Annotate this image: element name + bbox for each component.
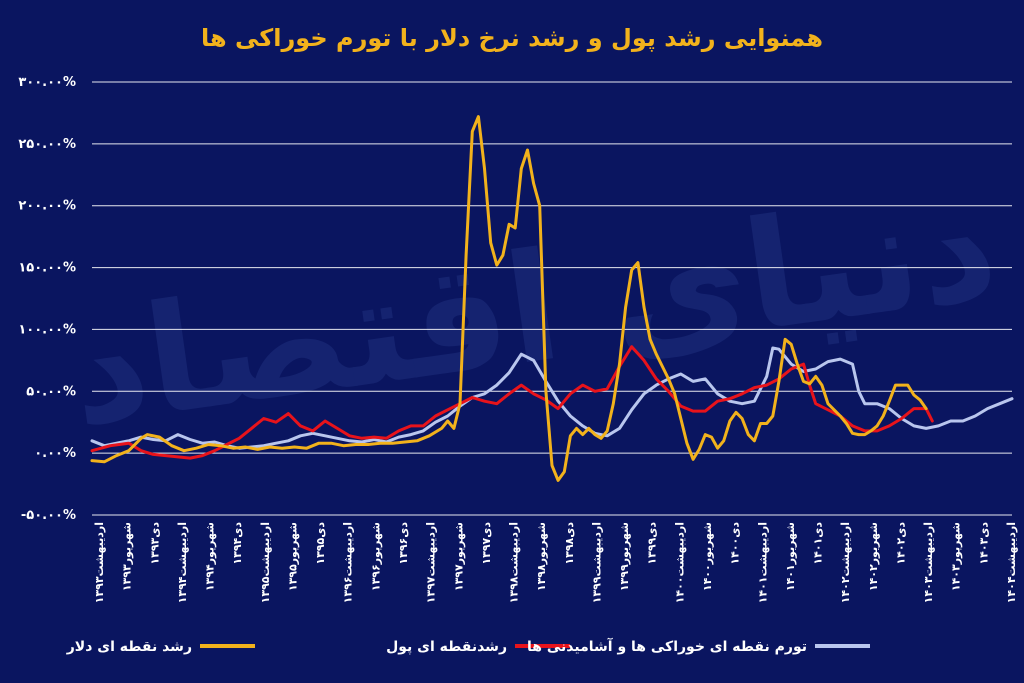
x-tick-label: اردیبهشت۱۳۹۶ — [342, 522, 355, 603]
y-tick-label: ۵۰.۰۰% — [26, 384, 76, 399]
x-tick-label: دی۱۳۹۴ — [231, 522, 244, 565]
legend-label: تورم نقطه ای خوراکی ها و آشامیدنی ها — [527, 637, 807, 655]
y-tick-label: ۱۵۰.۰۰% — [18, 261, 76, 276]
x-tick-label: شهریور۱۴۰۰ — [701, 522, 714, 591]
x-tick-label: شهریور۱۳۹۷ — [452, 522, 465, 591]
x-tick-label: اردیبهشت۱۴۰۲ — [839, 522, 852, 603]
x-tick-label: دی۱۴۰۱ — [812, 522, 825, 565]
x-tick-label: شهریور۱۳۹۳ — [121, 522, 134, 591]
y-axis-ticks: ۳۰۰.۰۰% ۲۵۰.۰۰% ۲۰۰.۰۰% ۱۵۰.۰۰% ۱۰۰.۰۰% ۵۰.۰۰… — [18, 75, 76, 523]
x-tick-label: اردیبهشت۱۳۹۳ — [93, 522, 106, 603]
x-tick-label: شهریور۱۳۹۹ — [618, 522, 631, 591]
x-tick-label: دی۱۳۹۸ — [563, 522, 576, 565]
x-tick-label: شهریور۱۴۰۱ — [784, 522, 797, 591]
x-tick-label: اردیبهشت۱۳۹۸ — [508, 522, 521, 603]
x-tick-label: شهریور۱۳۹۴ — [204, 522, 217, 591]
x-axis-ticks: اردیبهشت۱۳۹۳ شهریور۱۳۹۳ دی۱۳۹۳ اردیبهشت۱۳۹۴… — [93, 522, 1018, 604]
y-tick-label: ۰.۰۰% — [34, 446, 76, 461]
x-tick-label: شهریور۱۳۹۸ — [535, 522, 548, 591]
x-tick-label: دی۱۴۰۲ — [894, 522, 907, 565]
x-tick-label: اردیبهشت۱۴۰۰ — [673, 522, 686, 603]
x-tick-label: دی۱۳۹۹ — [646, 522, 659, 565]
x-tick-label: اردیبهشت۱۳۹۹ — [590, 522, 603, 603]
y-tick-label: ۱۰۰.۰۰% — [18, 322, 76, 337]
x-tick-label: اردیبهشت۱۴۰۱ — [756, 522, 769, 603]
x-tick-label: شهریور۱۴۰۲ — [867, 522, 880, 591]
series-line — [90, 345, 934, 460]
x-tick-label: اردیبهشت۱۳۹۵ — [259, 522, 272, 603]
x-tick-label: اردیبهشت۱۴۰۴ — [1005, 522, 1018, 603]
y-tick-label: -۵۰.۰۰% — [21, 508, 76, 523]
x-tick-label: شهریور۱۳۹۵ — [286, 522, 299, 591]
x-tick-label: دی۱۳۹۵ — [314, 522, 327, 565]
x-tick-label: شهریور۱۴۰۳ — [950, 522, 963, 591]
y-tick-label: ۲۰۰.۰۰% — [18, 199, 76, 214]
x-tick-label: اردیبهشت۱۳۹۷ — [425, 522, 438, 603]
watermark-text: دنیای اقتصاد — [59, 158, 1007, 460]
x-tick-label: دی۱۳۹۷ — [480, 522, 493, 565]
x-tick-label: اردیبهشت۱۳۹۴ — [176, 522, 189, 603]
series-layer — [90, 115, 1014, 482]
x-tick-label: اردیبهشت۱۴۰۳ — [922, 522, 935, 603]
chart-title: همنوایی رشد پول و رشد نرخ دلار با تورم خ… — [201, 24, 823, 52]
x-tick-label: دی۱۳۹۶ — [397, 522, 410, 565]
x-tick-label: شهریور۱۳۹۶ — [369, 522, 382, 591]
legend-label: رشد نقطه ای دلار — [66, 639, 192, 655]
x-tick-label: دی۱۳۹۳ — [148, 522, 161, 565]
y-tick-label: ۳۰۰.۰۰% — [18, 75, 76, 90]
legend: رشد نقطه ای دلار رشدنقطه ای پول تورم نقطه … — [66, 637, 870, 655]
x-tick-label: دی۱۴۰۰ — [729, 522, 742, 565]
legend-label: رشدنقطه ای پول — [386, 639, 507, 655]
y-tick-label: ۲۵۰.۰۰% — [18, 137, 76, 152]
series-line — [90, 115, 928, 482]
x-tick-label: دی۱۴۰۳ — [977, 522, 990, 565]
